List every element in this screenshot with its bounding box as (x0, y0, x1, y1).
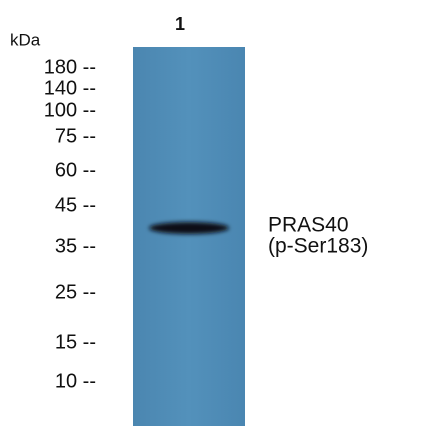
marker-label: 25 -- (55, 281, 96, 303)
marker-label: 180 -- (44, 56, 96, 78)
band-site: (p-Ser183) (268, 235, 368, 258)
western-blot: 1 kDa PRAS40 (p-Ser183) 180 --140 --100 … (0, 0, 428, 428)
marker-label: 60 -- (55, 159, 96, 181)
marker-label: 45 -- (55, 194, 96, 216)
marker-ladder: 180 --140 --100 -- 75 -- 60 -- 45 -- 35 -- 25… (44, 56, 96, 392)
marker-label: 10 -- (55, 370, 96, 392)
marker-label: 100 -- (44, 99, 96, 121)
marker-label: 140 -- (44, 77, 96, 99)
band-name: PRAS40 (268, 214, 349, 237)
lane-label: 1 (175, 14, 185, 34)
marker-label: 35 -- (55, 235, 96, 257)
marker-label: 75 -- (55, 125, 96, 147)
unit-label: kDa (10, 30, 41, 49)
blot-lane (133, 47, 245, 426)
marker-label: 15 -- (55, 331, 96, 353)
protein-band (149, 222, 229, 234)
